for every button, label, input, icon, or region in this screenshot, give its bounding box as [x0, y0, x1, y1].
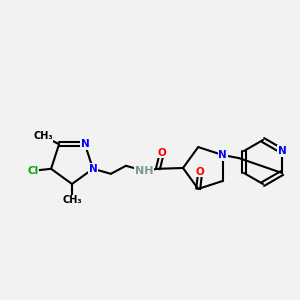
Text: NH: NH [135, 166, 153, 176]
Text: N: N [278, 146, 286, 156]
Text: N: N [88, 164, 97, 174]
Text: N: N [218, 150, 227, 160]
Text: N: N [81, 139, 89, 149]
Text: Cl: Cl [28, 166, 39, 176]
Text: O: O [158, 148, 166, 158]
Text: CH₃: CH₃ [33, 131, 53, 141]
Text: CH₃: CH₃ [62, 195, 82, 205]
Text: O: O [196, 167, 205, 177]
